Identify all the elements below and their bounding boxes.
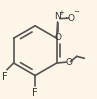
Text: O: O (54, 33, 61, 42)
Text: F: F (32, 88, 38, 98)
Text: O: O (68, 14, 75, 23)
Text: F: F (2, 72, 8, 82)
Text: N: N (54, 12, 61, 21)
Text: O: O (66, 58, 73, 67)
Text: −: − (73, 9, 79, 15)
Text: ·: · (65, 13, 68, 23)
Text: +: + (58, 10, 64, 16)
